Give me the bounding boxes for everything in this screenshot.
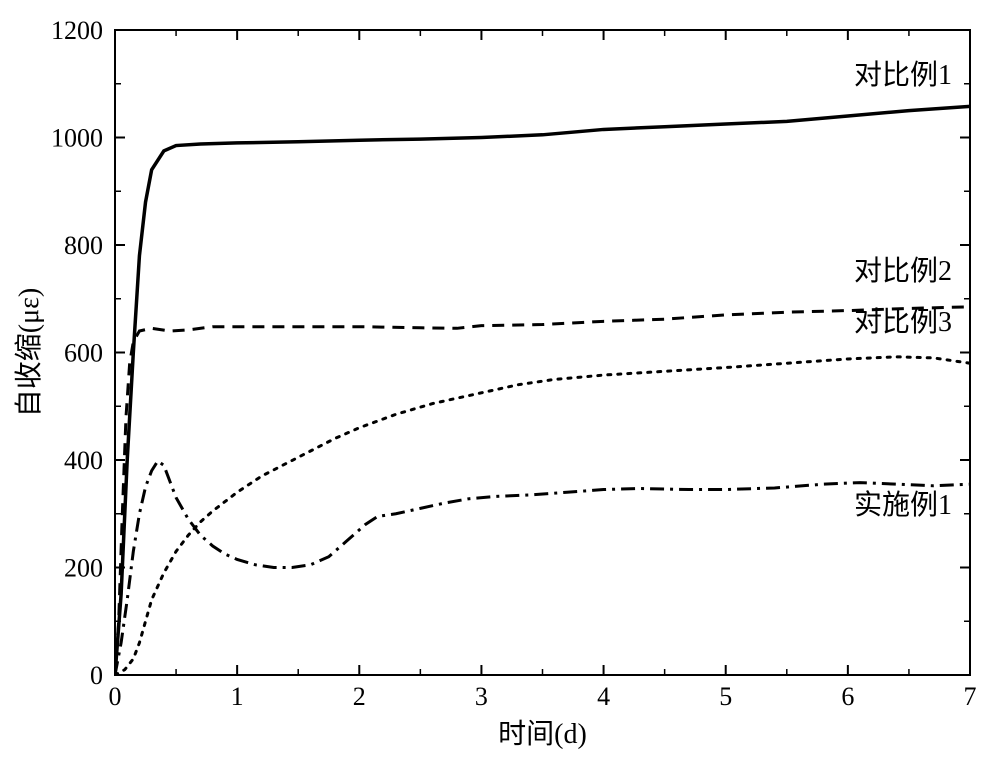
- x-tick-label: 2: [353, 682, 366, 711]
- x-tick-label: 1: [231, 682, 244, 711]
- series-label-对比例3: 对比例3: [854, 306, 952, 338]
- x-tick-label: 7: [964, 682, 977, 711]
- series-line-实施例1: [115, 461, 970, 675]
- x-tick-label: 4: [597, 682, 610, 711]
- y-tick-label: 200: [64, 554, 103, 583]
- y-tick-label: 800: [64, 231, 103, 260]
- series-label-对比例2: 对比例2: [854, 255, 952, 287]
- y-tick-label: 600: [64, 339, 103, 368]
- y-tick-label: 1000: [51, 124, 103, 153]
- x-tick-label: 3: [475, 682, 488, 711]
- x-axis-label: 时间(d): [498, 718, 587, 750]
- series-line-对比例3: [115, 357, 970, 675]
- y-axis-label: 自收缩(με): [13, 288, 45, 417]
- x-tick-label: 6: [841, 682, 854, 711]
- y-tick-label: 400: [64, 446, 103, 475]
- x-tick-label: 5: [719, 682, 732, 711]
- series-line-对比例1: [115, 106, 970, 675]
- y-tick-label: 1200: [51, 16, 103, 45]
- series-line-对比例2: [115, 307, 970, 675]
- x-tick-label: 0: [109, 682, 122, 711]
- chart-svg: 0 1 2 3 4 5 6 7 0 200 400 600 800 1000 1200 时间(d) 自收缩(με…: [0, 0, 1000, 761]
- series-label-对比例1: 对比例1: [854, 59, 952, 91]
- plot-frame: [115, 30, 970, 675]
- y-tick-label: 0: [90, 661, 103, 690]
- line-chart: 0 1 2 3 4 5 6 7 0 200 400 600 800 1000 1200 时间(d) 自收缩(με…: [0, 0, 1000, 761]
- series-label-实施例1: 实施例1: [854, 489, 952, 521]
